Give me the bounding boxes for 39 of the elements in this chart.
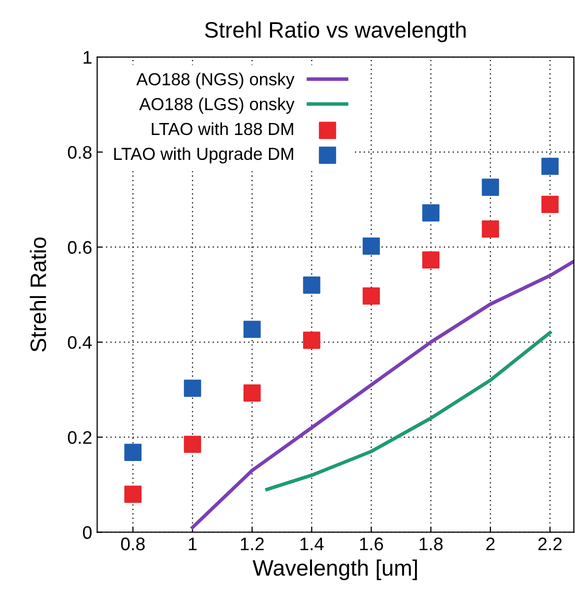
point xyxy=(422,204,440,222)
x-tick-label: 2 xyxy=(486,538,495,550)
y-axis-title: Strehl Ratio xyxy=(30,238,46,352)
point xyxy=(243,320,261,338)
y-tick-label: 0.2 xyxy=(68,431,92,444)
point xyxy=(362,238,380,255)
point xyxy=(243,384,261,402)
line-series xyxy=(265,330,552,492)
point xyxy=(541,196,559,213)
legend-label: LTAO with Upgrade DM xyxy=(114,147,294,164)
point xyxy=(422,251,440,269)
x-axis-title: Wavelength [um] xyxy=(252,559,417,580)
chart-title: Strehl Ratio vs wavelength xyxy=(204,21,466,42)
y-tick-label: 0.8 xyxy=(68,146,92,159)
legend-label: AO188 (LGS) onsky xyxy=(139,98,294,114)
y-tick-label: 0 xyxy=(82,526,92,539)
point xyxy=(482,220,500,238)
x-tick-label: 2.2 xyxy=(538,538,562,550)
point xyxy=(482,178,500,196)
x-tick-label: 1.6 xyxy=(360,538,384,550)
x-tick-label: 1.2 xyxy=(240,538,264,550)
legend-label: AO188 (NGS) onsky xyxy=(136,72,294,89)
legend-label: LTAO with 188 DM xyxy=(152,122,294,136)
x-tick-label: 1 xyxy=(188,538,197,550)
point xyxy=(124,486,142,503)
y-tick-label: 0.6 xyxy=(68,241,92,254)
point xyxy=(303,276,320,294)
x-tick-label: 0.8 xyxy=(121,538,145,550)
point xyxy=(124,444,142,462)
y-tick-label: 0.4 xyxy=(68,336,92,349)
point xyxy=(541,158,559,175)
y-tick-label: 1 xyxy=(84,51,92,64)
line-series xyxy=(190,260,574,530)
x-tick-label: 1.4 xyxy=(300,538,324,550)
x-tick-label: 1.8 xyxy=(420,538,443,550)
point xyxy=(303,332,320,349)
point xyxy=(184,436,202,453)
point xyxy=(184,380,202,397)
point xyxy=(362,287,380,305)
